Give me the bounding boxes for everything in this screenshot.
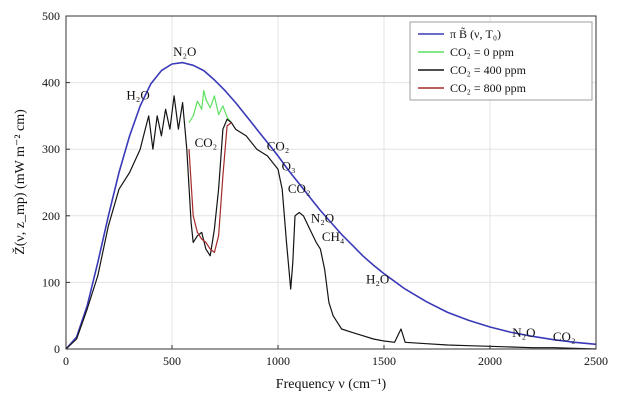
- legend: π B̃ (ν, T₀) CO₂ = 0 ppm CO₂ = 400 ppm CO₂ …: [409, 21, 593, 101]
- annotation-label: N₂O: [173, 44, 196, 59]
- annotation-label: N₂O: [311, 210, 334, 225]
- x-tick-label: 500: [163, 354, 181, 368]
- plot-series: [65, 61, 597, 350]
- series-line-planck: [65, 61, 597, 350]
- legend-entry: CO₂ = 800 ppm: [450, 81, 527, 95]
- x-axis-label: Frequency ν (cm⁻¹): [276, 377, 387, 392]
- axis-ticks: 0 500 1000 1500 2000 2500 0 100 200 300 400 500: [42, 9, 608, 368]
- series-line-co2-800: [188, 122, 232, 253]
- y-tick-label: 300: [42, 142, 60, 156]
- annotation-label: O₃: [282, 159, 296, 174]
- y-tick-label: 100: [42, 275, 60, 289]
- x-tick-label: 2000: [478, 354, 502, 368]
- legend-entry: CO₂ = 400 ppm: [450, 63, 527, 77]
- legend-entry: CO₂ = 0 ppm: [450, 45, 515, 59]
- y-tick-label: 400: [42, 76, 60, 90]
- series-line-co2-400: [65, 95, 597, 350]
- annotation-label: CO₂: [288, 181, 311, 196]
- x-tick-label: 0: [63, 354, 69, 368]
- annotation-label: CO₂: [195, 135, 218, 150]
- x-tick-label: 1000: [266, 354, 290, 368]
- y-tick-label: 500: [42, 9, 60, 23]
- x-tick-label: 1500: [372, 354, 396, 368]
- annotation-label: CO₂: [553, 329, 576, 344]
- series-line-co2-0: [188, 89, 232, 123]
- legend-box: [409, 21, 593, 101]
- annotation-label: H₂O: [126, 87, 149, 102]
- annotation-label: CO₂: [267, 139, 290, 154]
- annotation-label: N₂O: [512, 325, 535, 340]
- y-tick-label: 0: [54, 342, 60, 356]
- annotation-label: H₂O: [366, 272, 389, 287]
- x-tick-label: 2500: [584, 354, 608, 368]
- plot-frame: [65, 15, 597, 350]
- legend-entry: π B̃ (ν, T₀): [450, 27, 501, 41]
- y-tick-label: 200: [42, 209, 60, 223]
- annotation-label: CH₄: [322, 229, 345, 244]
- y-axis-label: Ž(ν, z_mp) (mW m⁻² cm): [11, 109, 28, 255]
